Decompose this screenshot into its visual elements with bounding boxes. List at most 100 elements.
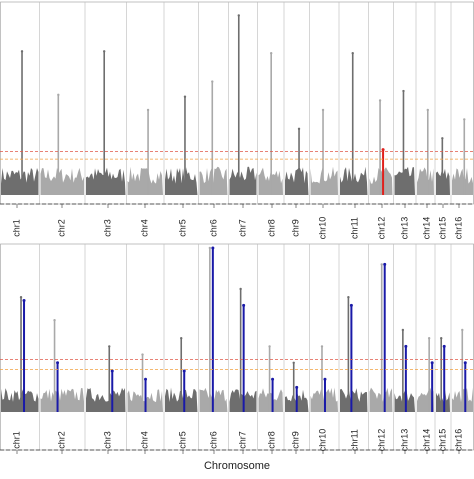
snp-band: [258, 388, 283, 412]
peak-top: [380, 263, 383, 266]
peak-top: [269, 52, 273, 55]
chromosome-label: chr6: [208, 219, 218, 237]
chromosome-label: chr16: [453, 217, 463, 240]
snp-band: [86, 387, 126, 412]
chromosome-label: chr13: [399, 217, 409, 240]
snp-band: [1, 167, 39, 195]
chromosome-label: chr15: [437, 217, 447, 240]
chromosome-label: chr12: [376, 429, 386, 452]
peak-top: [53, 318, 56, 322]
peak-top: [57, 93, 60, 97]
peak-top: [183, 95, 187, 98]
chromosome-label: chr8: [266, 431, 276, 449]
peak-top: [351, 52, 354, 55]
highlight-top: [56, 361, 60, 365]
snp-band: [127, 166, 163, 195]
peak-top: [440, 337, 443, 340]
chromosome-label: chr11: [349, 217, 359, 239]
peak-top: [427, 337, 431, 340]
chromosome-label: chr1: [11, 431, 21, 449]
snp-band: [394, 166, 415, 195]
peak-top: [378, 99, 382, 102]
chromosome-label: chr7: [237, 219, 247, 237]
chromosome-label: chr4: [139, 219, 149, 237]
chromosome-label: chr1: [11, 219, 21, 237]
peak-top: [146, 108, 150, 112]
chromosome-label: chr3: [102, 431, 112, 449]
snp-band: [127, 389, 163, 412]
highlight-top: [349, 303, 353, 307]
chromosome-label: chr12: [376, 217, 386, 240]
chromosome-label: chr7: [237, 431, 247, 449]
peak-top: [441, 137, 444, 140]
highlight-top: [211, 246, 215, 250]
highlight-top: [22, 298, 26, 302]
peak-top: [401, 328, 405, 332]
peak-top: [297, 127, 301, 131]
peak-top: [239, 287, 242, 291]
chromosome-label: chr2: [56, 219, 66, 237]
chromosome-label: chr5: [177, 431, 187, 449]
chromosome-label: chr2: [56, 431, 66, 449]
peak-top: [347, 296, 350, 299]
highlight-top: [442, 344, 446, 348]
highlight-top: [271, 377, 275, 381]
peak-top: [463, 118, 466, 121]
snp-band: [40, 388, 84, 412]
chromosome-label: chr4: [139, 431, 149, 449]
highlight-top: [381, 148, 385, 152]
peak-top: [19, 296, 23, 299]
snp-band: [229, 166, 257, 195]
snp-band: [40, 167, 84, 195]
snp-band: [369, 167, 393, 195]
snp-band: [340, 388, 368, 412]
chromosome-label: chr9: [290, 431, 300, 449]
chromosome-label: chr11: [349, 429, 359, 451]
chromosome-label: chr14: [421, 429, 431, 452]
snp-band: [417, 167, 434, 195]
highlight-top: [182, 369, 186, 373]
chromosome-label: chr15: [437, 429, 447, 452]
snp-band: [310, 166, 338, 195]
highlight-top: [323, 377, 327, 381]
snp-band: [1, 388, 39, 412]
chromosome-label: chr5: [177, 219, 187, 237]
peak-top: [426, 108, 429, 112]
highlight-top: [463, 361, 467, 365]
peak-top: [108, 345, 111, 348]
chromosome-label: chr3: [102, 219, 112, 237]
peak-top: [103, 50, 106, 53]
highlight-top: [144, 377, 148, 381]
chromosome-label: chr16: [453, 429, 463, 452]
highlight-top: [383, 262, 387, 266]
peak-top: [237, 14, 240, 17]
peak-top: [268, 345, 271, 348]
snp-band: [199, 166, 228, 195]
chromosome-label: chr10: [317, 429, 327, 452]
chromosome-label: chr9: [290, 219, 300, 237]
highlight-top: [430, 361, 434, 365]
peak-top: [320, 345, 324, 348]
snp-band: [394, 389, 415, 412]
snp-band: [86, 167, 126, 195]
chromosome-label: chr8: [266, 219, 276, 237]
chromosome-label: chr10: [317, 217, 327, 240]
peak-top: [141, 353, 144, 356]
snp-band: [340, 166, 368, 195]
peak-top: [208, 246, 212, 250]
peak-top: [180, 337, 183, 340]
highlight-top: [295, 385, 299, 389]
chromosome-label: chr6: [208, 431, 218, 449]
peak-top: [402, 89, 405, 93]
highlight-top: [242, 303, 246, 307]
snp-band: [452, 167, 473, 195]
snp-band: [285, 167, 309, 195]
chromosome-label: chr14: [421, 217, 431, 240]
highlight-top: [110, 369, 114, 373]
x-axis-label: Chromosome: [204, 460, 270, 472]
peak-top: [211, 80, 214, 83]
highlight-top: [404, 344, 408, 348]
peak-top: [292, 361, 295, 364]
peak-top: [20, 50, 24, 53]
